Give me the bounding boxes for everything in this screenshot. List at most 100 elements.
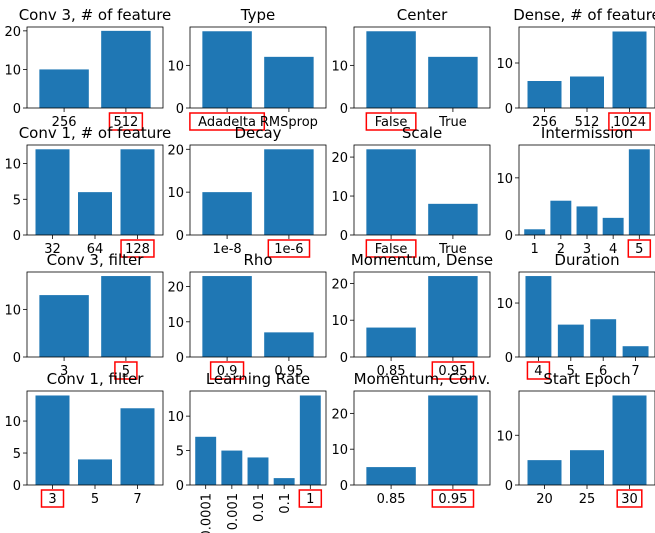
bar [264,332,314,357]
x-tick-label: True [438,115,467,130]
bar [366,467,416,485]
y-tick-label: 10 [167,186,184,201]
x-tick-label: 0.85 [377,364,406,379]
y-tick-label: 10 [496,57,513,72]
x-tick-label: 0.95 [438,364,467,379]
highlight-box [298,489,323,508]
chart-title: Rho [243,251,272,269]
y-tick-label: 0 [176,229,184,244]
y-tick-label: 0 [13,229,21,244]
x-tick-label: 128 [125,242,150,257]
highlight-box [616,489,643,508]
bar [527,460,562,485]
axes-frame [518,271,655,358]
y-tick-label: 0 [13,102,21,117]
axes-frame [189,26,327,109]
bar [221,450,243,485]
x-tick-label: 0.85 [377,492,406,507]
bar [428,203,478,235]
x-tick-label: 1e-6 [274,242,303,257]
chart-title: Learning Rate [206,370,310,388]
y-tick-label: 10 [496,429,513,444]
x-tick-label: False [375,242,408,257]
bar [202,31,252,109]
x-tick-label: 64 [87,242,104,257]
chart-title: Type [240,6,275,24]
x-tick-label: 20 [536,492,553,507]
highlight-box [267,239,311,258]
bar [366,327,416,357]
y-tick-label: 0 [340,479,348,494]
y-tick-label: 0 [176,102,184,117]
x-tick-label: RMSprop [260,115,318,130]
x-tick-label: 1024 [613,115,646,130]
y-tick-label: 10 [4,63,21,78]
highlight-box [365,112,417,131]
x-tick-label: 0.95 [274,364,303,379]
bar [264,149,314,235]
y-tick-label: 5 [176,445,184,460]
bar [299,395,321,485]
bar [612,395,647,485]
axes-frame [353,144,491,236]
chart-title: Momentum, Dense [351,251,493,269]
bar [557,324,584,357]
y-tick-label: 5 [13,447,21,462]
x-tick-label: 256 [532,115,557,130]
highlight-box [608,112,651,131]
chart-panel-7: Scale 0 10 20 False True [331,124,491,258]
y-tick-label: 20 [331,407,348,422]
x-tick-label: True [438,242,467,257]
x-tick-label: 0.0001 [200,493,215,533]
x-tick-label: 7 [133,492,141,507]
x-tick-label: 0.9 [217,364,238,379]
y-tick-label: 20 [331,277,348,292]
y-tick-label: 10 [4,158,21,173]
x-tick-label: 7 [631,364,639,379]
bar [264,56,314,108]
x-tick-label: 0.1 [278,493,293,514]
highlight-box [120,239,155,258]
y-tick-label: 20 [331,151,348,166]
x-tick-label: 5 [567,364,575,379]
bar [612,31,647,108]
bar [120,408,155,485]
bar [247,457,269,485]
x-tick-label: 2 [557,242,565,257]
y-tick-label: 0 [505,351,513,366]
y-tick-label: 10 [496,172,513,187]
bar [428,276,478,357]
bar [622,346,649,357]
bar [101,30,151,108]
x-tick-label: 5 [635,242,643,257]
chart-title: Conv 3, filter [47,251,145,269]
x-tick-label: 30 [621,492,638,507]
bar [524,229,546,235]
y-tick-label: 0 [13,351,21,366]
chart-title: Conv 1, # of feature [19,124,172,142]
y-tick-label: 0 [505,102,513,117]
chart-panel-4: Dense, # of feature 0 10 256 512 1024 [496,6,655,131]
chart-title: Decay [234,124,281,142]
chart-panel-1: Conv 3, # of feature 0 10 20 256 512 [4,6,171,131]
bar [35,395,70,485]
axes-frame [353,26,491,109]
x-tick-label: 0.95 [438,492,467,507]
bar [120,149,155,235]
x-tick-label: 1e-8 [212,242,241,257]
chart-title: Start Epoch [543,370,630,388]
x-tick-label: 0.001 [226,493,241,530]
chart-title: Scale [402,124,442,142]
bar [101,276,151,357]
chart-title: Momentum, Conv. [354,370,491,388]
y-tick-label: 20 [4,25,21,40]
y-tick-label: 0 [340,102,348,117]
chart-panel-16: Start Epoch 0 10 20 25 30 [496,370,655,508]
chart-panel-12: Duration 0 10 4 5 6 7 [496,251,655,380]
y-tick-label: 10 [4,415,21,430]
x-tick-label: 4 [609,242,617,257]
chart-panel-11: Momentum, Dense 0 10 20 0.85 0.95 [331,251,493,380]
bar [428,395,478,485]
x-tick-label: 4 [534,364,542,379]
